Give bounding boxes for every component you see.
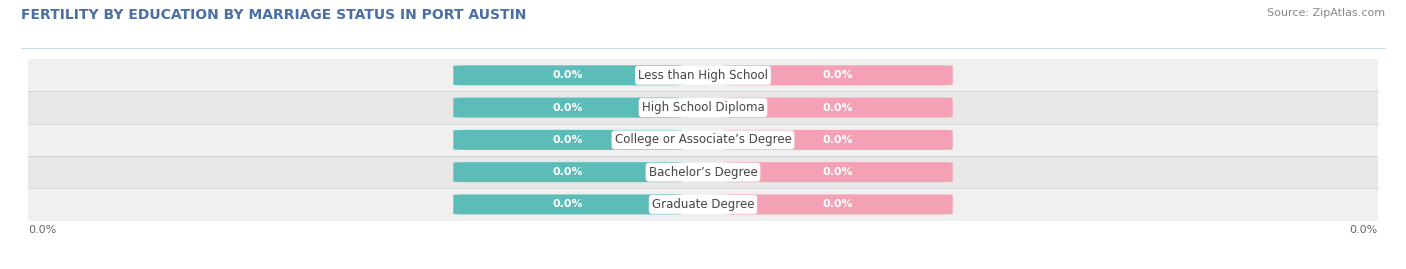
FancyBboxPatch shape [723,162,953,182]
FancyBboxPatch shape [453,65,683,85]
Text: High School Diploma: High School Diploma [641,101,765,114]
Text: College or Associate’s Degree: College or Associate’s Degree [614,133,792,146]
FancyBboxPatch shape [453,162,683,182]
Text: 0.0%: 0.0% [553,167,583,177]
FancyBboxPatch shape [723,98,953,118]
Text: FERTILITY BY EDUCATION BY MARRIAGE STATUS IN PORT AUSTIN: FERTILITY BY EDUCATION BY MARRIAGE STATU… [21,8,526,22]
Bar [28,124,1378,156]
FancyBboxPatch shape [453,98,683,118]
Text: 0.0%: 0.0% [553,199,583,210]
Bar [28,59,1378,91]
Text: Source: ZipAtlas.com: Source: ZipAtlas.com [1267,8,1385,18]
Text: 0.0%: 0.0% [28,225,56,235]
Text: 0.0%: 0.0% [823,70,853,80]
Bar [28,91,1378,124]
Text: 0.0%: 0.0% [823,167,853,177]
Text: Bachelor’s Degree: Bachelor’s Degree [648,166,758,179]
FancyBboxPatch shape [723,130,953,150]
FancyBboxPatch shape [723,65,953,85]
Text: Less than High School: Less than High School [638,69,768,82]
FancyBboxPatch shape [453,194,683,214]
Bar [28,156,1378,188]
Text: 0.0%: 0.0% [553,102,583,113]
Text: 0.0%: 0.0% [1350,225,1378,235]
Text: 0.0%: 0.0% [823,102,853,113]
Text: 0.0%: 0.0% [553,135,583,145]
Text: Graduate Degree: Graduate Degree [652,198,754,211]
Bar [28,188,1378,221]
FancyBboxPatch shape [453,130,683,150]
Text: 0.0%: 0.0% [823,135,853,145]
Text: 0.0%: 0.0% [823,199,853,210]
FancyBboxPatch shape [723,194,953,214]
Text: 0.0%: 0.0% [553,70,583,80]
